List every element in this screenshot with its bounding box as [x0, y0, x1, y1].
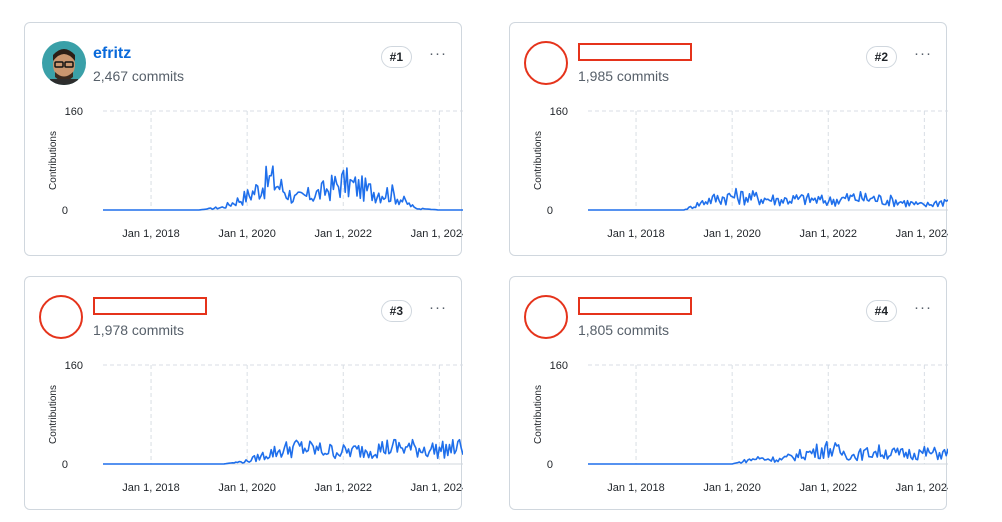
- y-axis-label: Contributions: [533, 131, 544, 190]
- x-tick-label: Jan 1, 2018: [607, 228, 665, 240]
- x-tick-label: Jan 1, 2020: [218, 482, 276, 494]
- x-tick-label: Jan 1, 2022: [315, 482, 373, 494]
- x-tick-label: Jan 1, 2024: [411, 482, 463, 494]
- contributions-series-line[interactable]: [103, 437, 463, 465]
- y-tick-label: 160: [65, 106, 83, 118]
- contributor-card: 1,978 commits #3 ··· Jan 1, 2018 Jan 1, 2…: [24, 276, 463, 510]
- redacted-username: [578, 43, 692, 61]
- x-tick-label: Jan 1, 2022: [800, 228, 858, 240]
- redacted-avatar: [39, 295, 83, 339]
- contributor-card: 1,805 commits #4 ··· Jan 1, 2018 Jan 1, 2…: [509, 276, 948, 510]
- y-axis-label: Contributions: [48, 385, 59, 444]
- contributions-series-line[interactable]: [588, 187, 948, 211]
- x-tick-label: Jan 1, 2022: [315, 228, 373, 240]
- contributions-chart: Jan 1, 2018 Jan 1, 2020 Jan 1, 2022 Jan 1, …: [533, 106, 948, 240]
- commit-count[interactable]: 1,978 commits: [93, 322, 185, 338]
- contributions-chart: Jan 1, 2018 Jan 1, 2020 Jan 1, 2022 Jan 1, …: [48, 106, 463, 240]
- x-tick-label: Jan 1, 2020: [703, 482, 761, 494]
- rank-badge: #2: [865, 46, 897, 68]
- avatar[interactable]: [42, 41, 86, 85]
- x-tick-label: Jan 1, 2018: [122, 482, 180, 494]
- rank-badge: #4: [865, 300, 897, 322]
- commit-count[interactable]: 2,467 commits: [93, 68, 185, 84]
- x-tick-label: Jan 1, 2024: [896, 228, 948, 240]
- contributor-card: 1,985 commits #2 ··· Jan 1, 2018 Jan 1, 2…: [509, 22, 948, 256]
- redacted-avatar: [524, 41, 568, 85]
- x-tick-label: Jan 1, 2024: [896, 482, 948, 494]
- commit-count[interactable]: 1,985 commits: [578, 68, 670, 84]
- y-tick-label: 160: [550, 106, 568, 118]
- avatar-photo: [42, 41, 86, 85]
- y-axis-label: Contributions: [533, 385, 544, 444]
- contributions-series-line[interactable]: [103, 165, 463, 211]
- more-options-button[interactable]: ···: [914, 45, 932, 62]
- contributor-username[interactable]: efritz: [93, 45, 132, 62]
- contributions-series-line[interactable]: [588, 440, 948, 465]
- x-tick-label: Jan 1, 2020: [703, 228, 761, 240]
- y-tick-label: 0: [547, 205, 553, 217]
- y-tick-label: 160: [550, 360, 568, 372]
- y-tick-label: 0: [62, 205, 68, 217]
- more-options-button[interactable]: ···: [429, 299, 447, 316]
- more-options-button[interactable]: ···: [914, 299, 932, 316]
- contributions-chart: Jan 1, 2018 Jan 1, 2020 Jan 1, 2022 Jan 1, …: [533, 360, 948, 494]
- x-tick-label: Jan 1, 2018: [607, 482, 665, 494]
- more-options-button[interactable]: ···: [429, 45, 447, 62]
- rank-badge: #1: [380, 46, 412, 68]
- commit-count[interactable]: 1,805 commits: [578, 322, 670, 338]
- y-tick-label: 0: [62, 459, 68, 471]
- redacted-username: [578, 297, 692, 315]
- y-axis-label: Contributions: [48, 131, 59, 190]
- redacted-avatar: [524, 295, 568, 339]
- y-tick-label: 160: [65, 360, 83, 372]
- rank-badge: #3: [380, 300, 412, 322]
- x-tick-label: Jan 1, 2024: [411, 228, 463, 240]
- y-tick-label: 0: [547, 459, 553, 471]
- contributions-chart: Jan 1, 2018 Jan 1, 2020 Jan 1, 2022 Jan 1, …: [48, 360, 463, 494]
- x-tick-label: Jan 1, 2018: [122, 228, 180, 240]
- x-tick-label: Jan 1, 2020: [218, 228, 276, 240]
- x-tick-label: Jan 1, 2022: [800, 482, 858, 494]
- redacted-username: [93, 297, 207, 315]
- contributor-card: efritz 2,467 commits #1 ··· Jan 1, 2018 J…: [24, 22, 463, 256]
